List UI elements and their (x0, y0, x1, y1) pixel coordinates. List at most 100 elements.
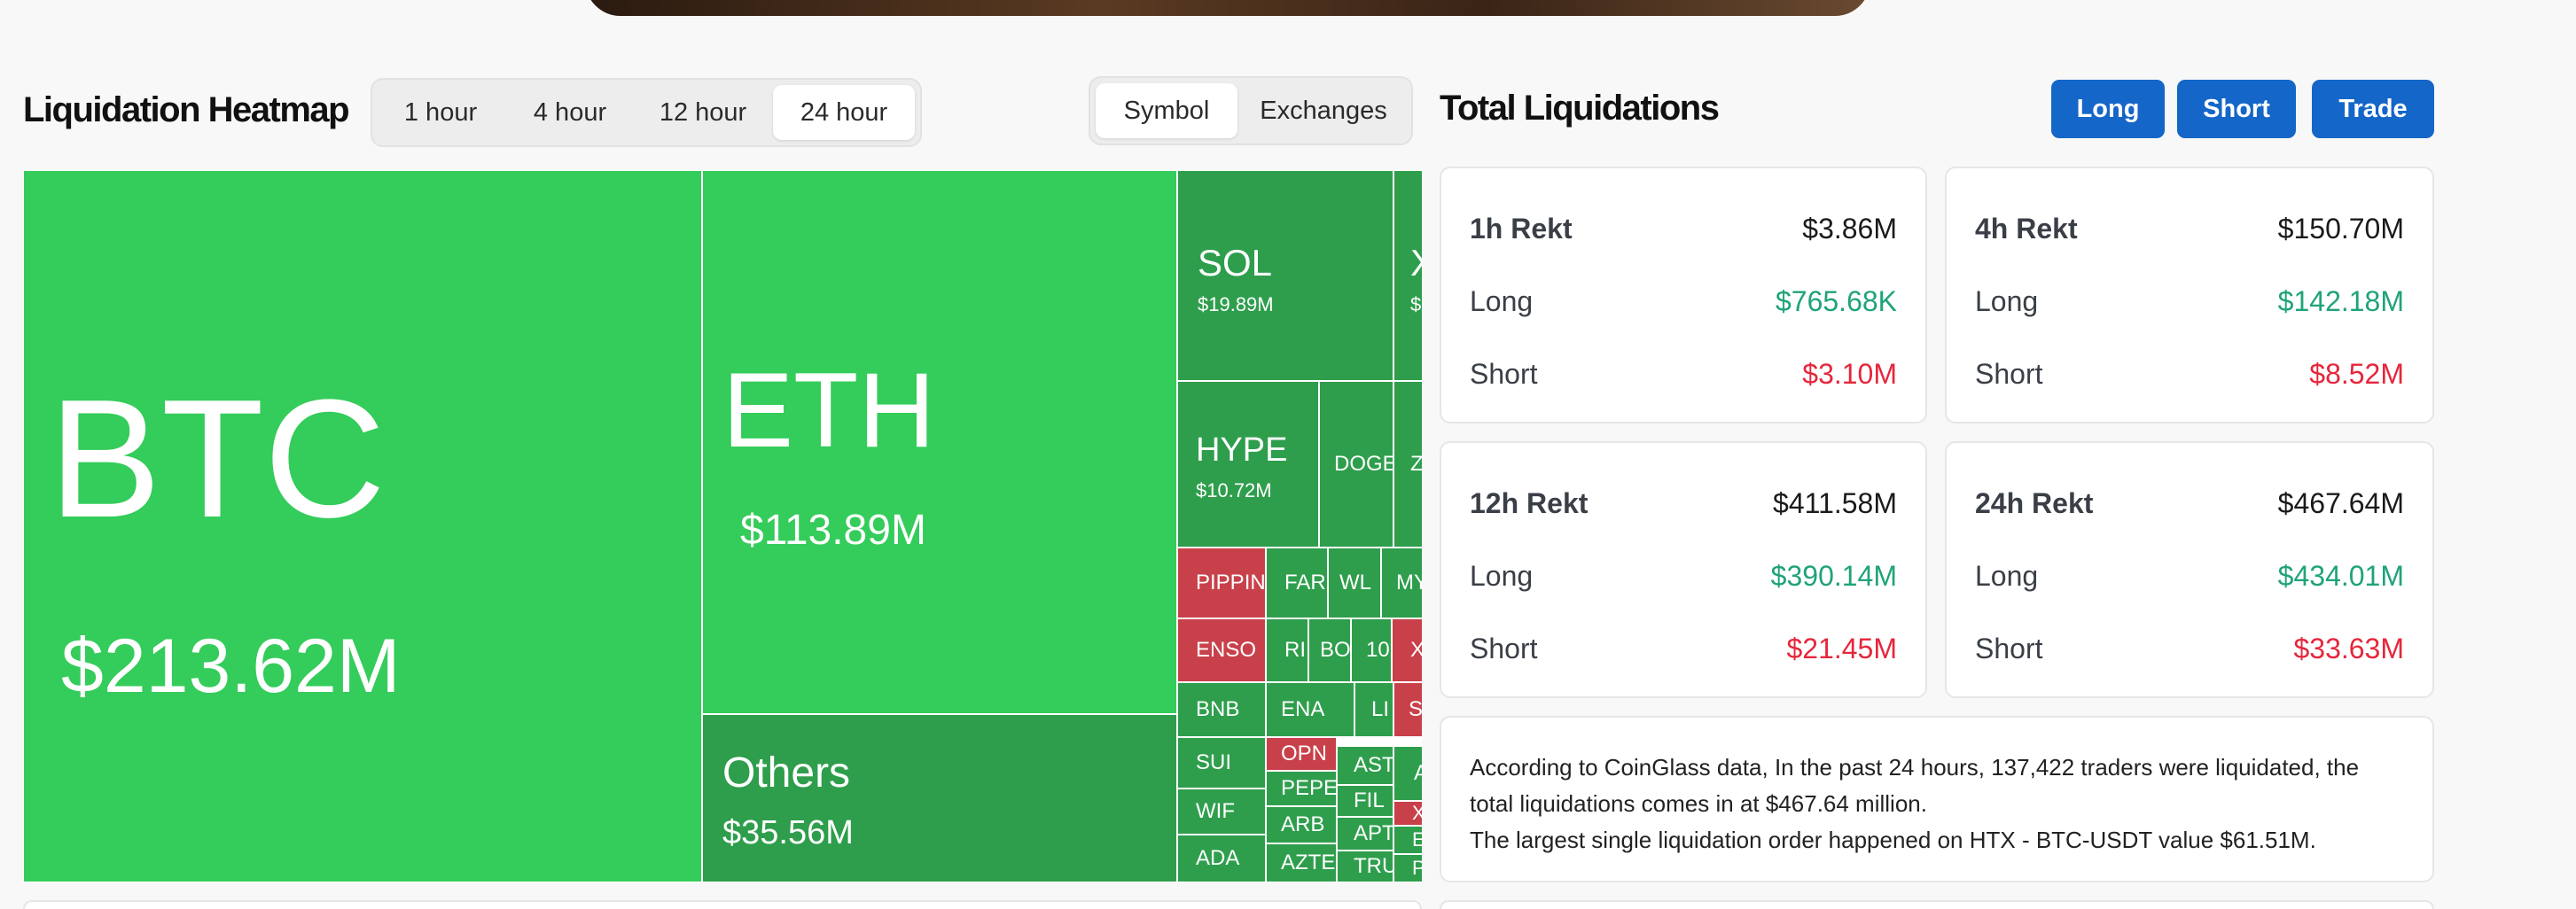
short-button[interactable]: Short (2177, 80, 2296, 138)
tile-symbol: TRU (1354, 854, 1393, 878)
short-label: Short (1975, 633, 2043, 664)
tile-symbol: HYPE (1196, 431, 1288, 469)
rekt-card-24h: 24h Rekt $467.64M Long $434.01M Short $33.6… (1945, 441, 2434, 698)
tile-ada[interactable]: ADA (1177, 835, 1266, 882)
tile-value: $213.62M (61, 624, 401, 709)
tile-opn[interactable]: OPN (1266, 737, 1337, 771)
tile-a[interactable]: A (1393, 746, 1422, 801)
tab-exchanges[interactable]: Exchanges (1260, 96, 1387, 125)
summary-line-2: The largest single liquidation order hap… (1470, 827, 2316, 853)
tile-symbol: LI (1371, 697, 1390, 721)
tile-sol[interactable]: SOL $19.89M (1177, 170, 1393, 381)
tile-ast[interactable]: AST (1337, 746, 1393, 785)
card-title: 12h Rekt (1470, 487, 1589, 519)
tile-apt[interactable]: APT (1337, 817, 1393, 851)
tile-bnb[interactable]: BNB (1177, 682, 1266, 737)
tile-bo[interactable]: BO (1308, 618, 1351, 682)
total-liquidations-title: Total Liquidations (1440, 89, 1720, 128)
trade-button[interactable]: Trade (2312, 80, 2434, 138)
tile-symbol: A (1414, 761, 1422, 786)
tile-pippin[interactable]: PIPPIN (1177, 548, 1266, 618)
tile-x[interactable]: X $ (1393, 170, 1422, 381)
tile-hype[interactable]: HYPE $10.72M (1177, 381, 1319, 548)
card-title: 4h Rekt (1975, 213, 2078, 245)
time-range-tabs: 1 hour 4 hour 12 hour 24 hour (371, 78, 922, 147)
tile-symbol: AZTE (1281, 851, 1336, 874)
summary-line-1: According to CoinGlass data, In the past… (1470, 754, 2360, 817)
tab-1-hour[interactable]: 1 hour (403, 97, 478, 127)
tile-arb[interactable]: ARB (1266, 806, 1337, 843)
long-label: Long (1470, 285, 1534, 317)
tile-et[interactable]: ET (1393, 826, 1422, 854)
long-value: $434.01M (2277, 560, 2404, 592)
tile-si[interactable]: SI (1393, 682, 1422, 737)
tile-others[interactable]: Others $35.56M (702, 714, 1177, 882)
tile-symbol: OPN (1281, 742, 1328, 765)
tile-my[interactable]: MY (1381, 548, 1422, 618)
tile-wl[interactable]: WL (1328, 548, 1381, 618)
short-label: Short (1470, 633, 1538, 664)
tile-value: $35.56M (722, 814, 854, 851)
tile-symbol: FIL (1354, 789, 1385, 812)
long-button[interactable]: Long (2051, 80, 2165, 138)
tile-ena[interactable]: ENA (1266, 682, 1354, 737)
tile-symbol: MY (1396, 571, 1422, 594)
liquidation-heatmap: BTC $213.62M ETH $113.89M Others $35.56M… (23, 170, 1422, 882)
tile-symbol: PI (1412, 857, 1422, 880)
next-panel-edge-left (23, 900, 1422, 909)
tile-far[interactable]: FAR (1266, 548, 1328, 618)
short-value: $21.45M (1786, 633, 1897, 664)
tile-symbol: BO (1320, 638, 1351, 662)
tile-symbol: X (1410, 638, 1422, 663)
tile-enso[interactable]: ENSO (1177, 618, 1266, 682)
card-title: 1h Rekt (1470, 213, 1573, 245)
tile-pi[interactable]: PI (1393, 854, 1422, 882)
card-total: $411.58M (1773, 487, 1897, 519)
tile-symbol: 10 (1366, 638, 1390, 662)
tile-fil[interactable]: FIL (1337, 785, 1393, 817)
view-tabs: Symbol Exchanges (1089, 76, 1413, 145)
tile-pepe[interactable]: PEPE (1266, 771, 1337, 806)
long-value: $142.18M (2277, 285, 2404, 317)
tile-sui[interactable]: SUI (1177, 737, 1266, 789)
tab-symbol[interactable]: Symbol (1096, 83, 1237, 138)
short-label: Short (1975, 358, 2043, 390)
tile-symbol: DOGE (1334, 452, 1393, 476)
long-label: Long (1975, 285, 2039, 317)
tile-doge[interactable]: DOGE (1319, 381, 1393, 548)
short-value: $3.10M (1802, 358, 1897, 390)
tile-symbol: ET (1412, 828, 1422, 851)
tile-z[interactable]: Z (1393, 381, 1422, 548)
tab-24-hour[interactable]: 24 hour (773, 85, 915, 140)
tab-4-hour[interactable]: 4 hour (533, 97, 607, 127)
tile-symbol: Others (722, 750, 851, 796)
tile-btc[interactable]: BTC $213.62M (23, 170, 702, 882)
tile-symbol: AST (1354, 753, 1393, 777)
tile-value: $19.89M (1198, 293, 1274, 315)
tile-value: $10.72M (1196, 479, 1272, 501)
tile-symbol: WIF (1196, 799, 1235, 823)
tile-x-red[interactable]: X (1392, 618, 1422, 682)
tile-tru[interactable]: TRU (1337, 851, 1393, 882)
liquidation-summary: According to CoinGlass data, In the past… (1440, 716, 2434, 882)
long-label: Long (1975, 560, 2039, 592)
tile-symbol: ETH (722, 351, 935, 470)
top-banner-image (585, 0, 1870, 16)
tile-xa[interactable]: XA (1393, 801, 1422, 826)
tile-10[interactable]: 10 (1351, 618, 1392, 682)
long-value: $390.14M (1770, 560, 1897, 592)
next-panel-edge-right (1440, 900, 2434, 909)
long-label: Long (1470, 560, 1534, 592)
tile-symbol: BTC (49, 365, 386, 553)
tile-wif[interactable]: WIF (1177, 789, 1266, 835)
tile-value: $ (1410, 293, 1422, 315)
tab-12-hour[interactable]: 12 hour (659, 97, 747, 127)
tile-ri[interactable]: RI (1266, 618, 1308, 682)
tile-symbol: BNB (1196, 697, 1240, 721)
tile-symbol: WL (1339, 571, 1371, 594)
tile-symbol: SOL (1198, 242, 1273, 284)
tile-li[interactable]: LI (1354, 682, 1393, 737)
tile-azte[interactable]: AZTE (1266, 843, 1337, 882)
tile-symbol: SI (1409, 697, 1422, 721)
tile-eth[interactable]: ETH $113.89M (702, 170, 1177, 714)
